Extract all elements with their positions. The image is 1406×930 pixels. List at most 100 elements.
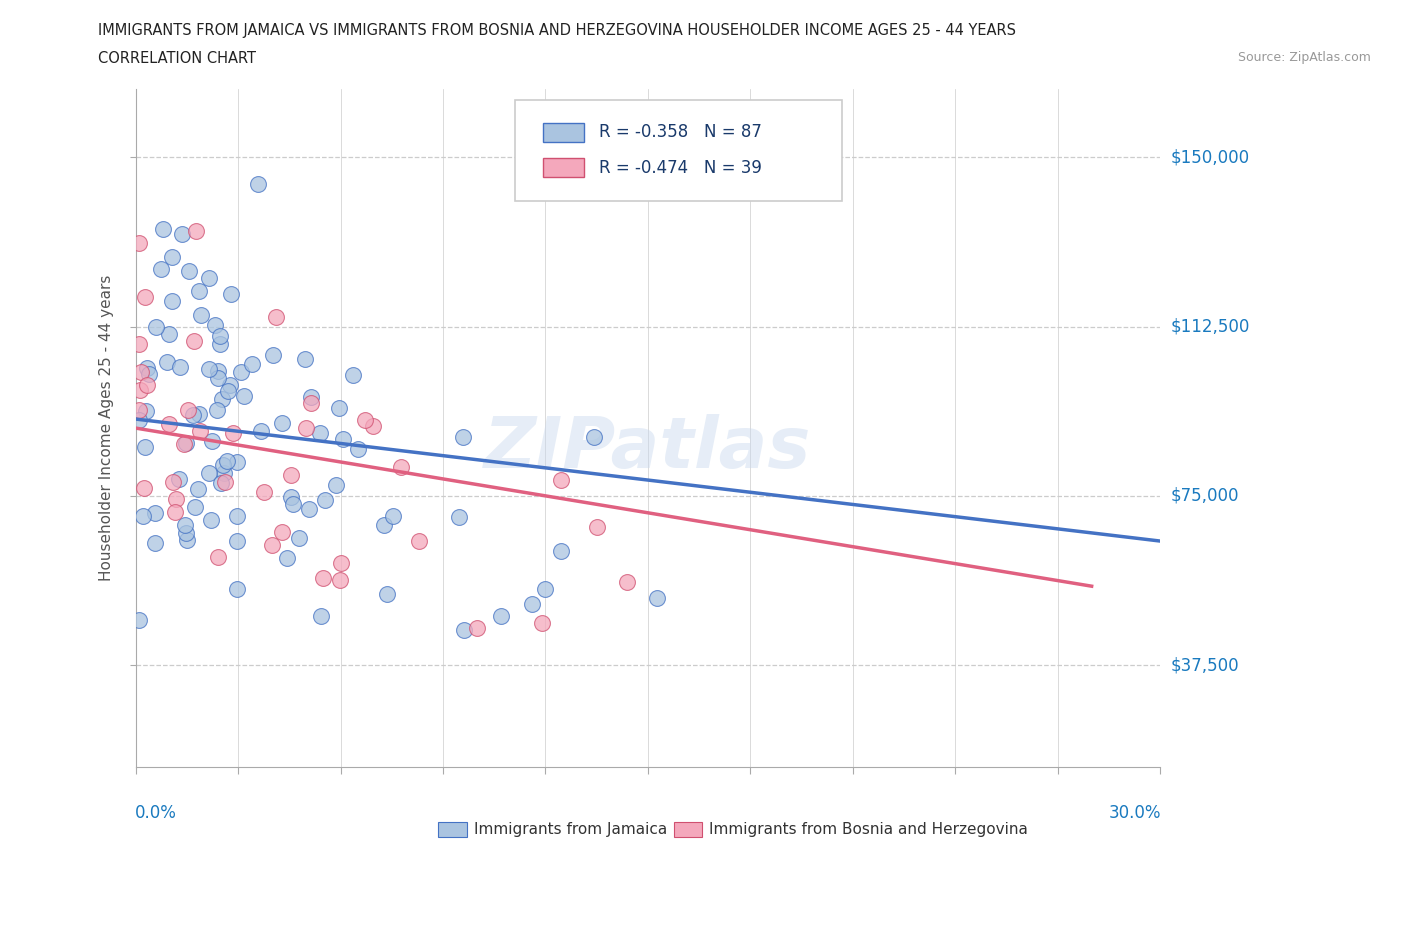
Point xyxy=(145,320,167,335)
Point xyxy=(183,334,205,349)
Point xyxy=(167,472,190,486)
Text: R = -0.358   N = 87: R = -0.358 N = 87 xyxy=(599,123,762,141)
Point xyxy=(177,403,200,418)
Point xyxy=(209,475,232,490)
Point xyxy=(262,348,284,363)
Point xyxy=(231,365,253,379)
Point xyxy=(534,582,557,597)
Point xyxy=(353,412,375,427)
Point xyxy=(165,491,187,506)
Point xyxy=(226,582,249,597)
Text: Immigrants from Jamaica: Immigrants from Jamaica xyxy=(474,822,666,837)
Point xyxy=(217,383,239,398)
Point xyxy=(134,481,156,496)
Point xyxy=(207,549,229,564)
Point xyxy=(332,432,354,446)
Bar xyxy=(439,822,467,837)
Point xyxy=(219,286,242,301)
Point xyxy=(128,613,150,628)
Point xyxy=(207,364,229,379)
Point xyxy=(271,416,294,431)
Text: $37,500: $37,500 xyxy=(1171,657,1240,674)
Point xyxy=(264,309,287,324)
Point xyxy=(188,424,211,439)
Point xyxy=(138,366,160,381)
Point xyxy=(132,509,155,524)
Point xyxy=(149,261,172,276)
Point xyxy=(314,493,336,508)
Point xyxy=(585,520,607,535)
Point xyxy=(295,421,318,436)
Point xyxy=(550,472,572,487)
Point xyxy=(219,378,242,392)
Point xyxy=(162,250,184,265)
Point xyxy=(205,403,228,418)
Text: Source: ZipAtlas.com: Source: ZipAtlas.com xyxy=(1237,51,1371,64)
Point xyxy=(187,482,209,497)
Point xyxy=(215,454,238,469)
Point xyxy=(184,499,207,514)
Point xyxy=(188,284,211,299)
Point xyxy=(159,417,181,432)
Point xyxy=(582,430,605,445)
Point xyxy=(129,365,152,379)
Point xyxy=(156,355,179,370)
Point xyxy=(253,485,276,499)
Point xyxy=(531,616,554,631)
Point xyxy=(183,407,205,422)
FancyBboxPatch shape xyxy=(515,100,842,201)
Point xyxy=(287,530,309,545)
Point xyxy=(550,543,572,558)
Point xyxy=(207,370,229,385)
Point xyxy=(157,326,180,341)
Point xyxy=(163,504,186,519)
Point xyxy=(214,466,236,481)
Text: IMMIGRANTS FROM JAMAICA VS IMMIGRANTS FROM BOSNIA AND HERZEGOVINA HOUSEHOLDER IN: IMMIGRANTS FROM JAMAICA VS IMMIGRANTS FR… xyxy=(98,23,1017,38)
Point xyxy=(211,392,233,406)
Point xyxy=(299,389,322,404)
Point xyxy=(209,328,232,343)
Point xyxy=(280,490,302,505)
Point xyxy=(453,623,475,638)
Point xyxy=(270,525,292,539)
Point xyxy=(204,318,226,333)
Point xyxy=(176,525,198,540)
Y-axis label: Householder Income Ages 25 - 44 years: Householder Income Ages 25 - 44 years xyxy=(100,275,114,581)
Text: $75,000: $75,000 xyxy=(1171,487,1240,505)
Point xyxy=(408,533,430,548)
Point xyxy=(260,538,283,552)
Text: ZIPatlas: ZIPatlas xyxy=(484,414,811,483)
Point xyxy=(135,360,157,375)
Point xyxy=(280,468,302,483)
Point xyxy=(342,368,364,383)
Bar xyxy=(673,822,702,837)
Point xyxy=(143,536,166,551)
Point xyxy=(129,382,152,397)
Point xyxy=(328,401,350,416)
Point xyxy=(520,597,543,612)
Bar xyxy=(544,158,585,178)
Point xyxy=(160,294,183,309)
Point xyxy=(347,442,370,457)
Point xyxy=(176,435,198,450)
Point xyxy=(225,534,247,549)
Point xyxy=(240,356,263,371)
Point xyxy=(449,509,471,524)
Point xyxy=(198,271,221,286)
Point xyxy=(145,505,167,520)
Point xyxy=(233,389,256,404)
Point xyxy=(329,573,352,588)
Point xyxy=(298,501,321,516)
Point xyxy=(152,221,174,236)
Point xyxy=(162,474,184,489)
Point xyxy=(377,587,399,602)
Point xyxy=(176,533,198,548)
Point xyxy=(645,590,668,604)
Point xyxy=(128,412,150,427)
Point xyxy=(169,359,191,374)
Point xyxy=(276,551,298,565)
Text: $150,000: $150,000 xyxy=(1171,148,1250,166)
Point xyxy=(135,404,157,418)
Point xyxy=(391,459,413,474)
Point xyxy=(363,418,385,433)
